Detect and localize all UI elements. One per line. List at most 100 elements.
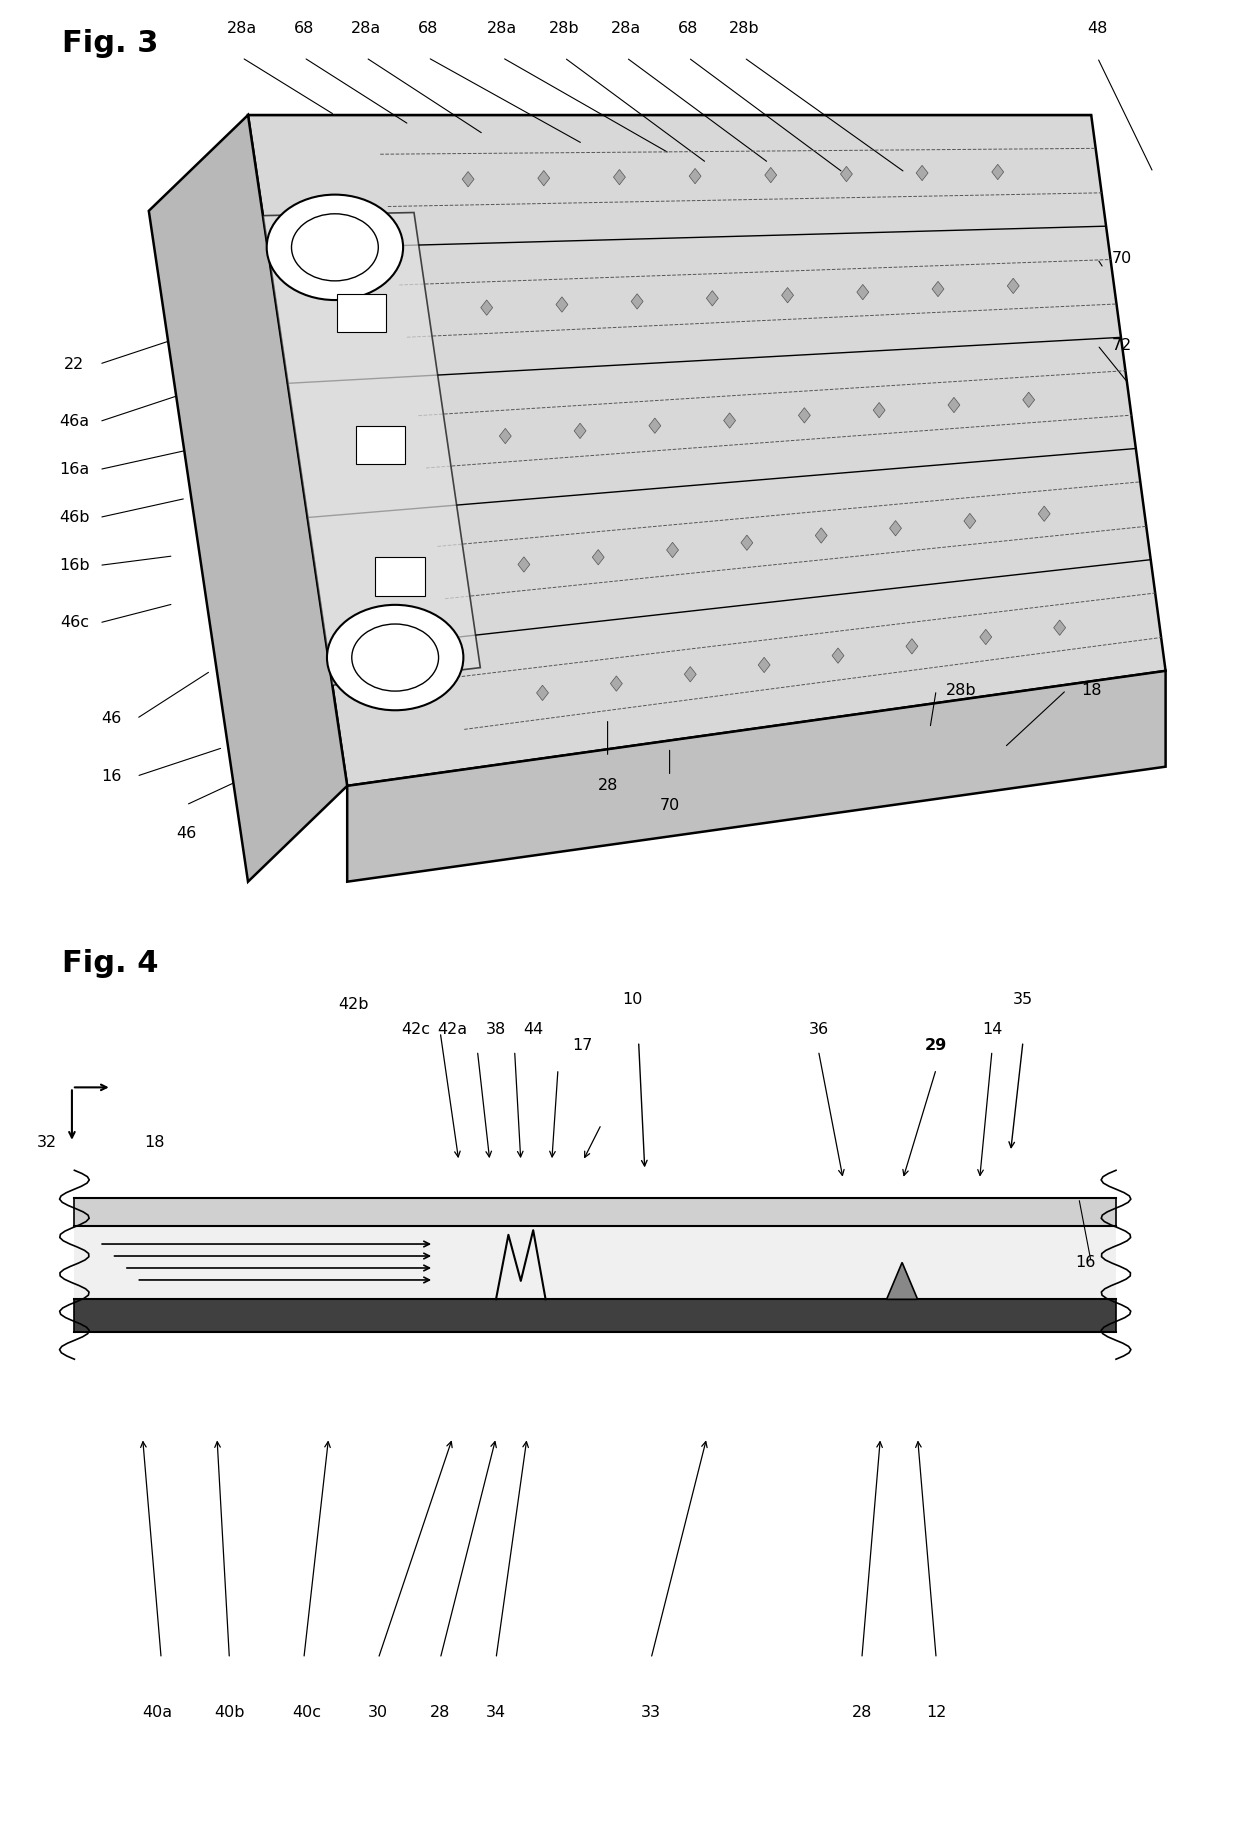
Circle shape — [327, 605, 464, 710]
Text: 18: 18 — [145, 1135, 165, 1150]
Polygon shape — [149, 114, 347, 881]
Text: 70: 70 — [1112, 251, 1132, 265]
Text: 46: 46 — [176, 826, 196, 840]
Polygon shape — [781, 288, 794, 302]
Polygon shape — [992, 164, 1003, 179]
Polygon shape — [263, 212, 480, 686]
Text: 44: 44 — [523, 1021, 543, 1038]
Polygon shape — [887, 1262, 918, 1299]
Text: 35: 35 — [1013, 992, 1033, 1008]
Polygon shape — [799, 407, 811, 424]
Polygon shape — [347, 671, 1166, 881]
Text: 40a: 40a — [143, 1705, 172, 1720]
Text: 68: 68 — [418, 22, 438, 37]
Bar — [74, 1226, 1116, 1299]
Polygon shape — [742, 534, 753, 551]
Text: 46a: 46a — [60, 415, 89, 429]
Text: 30: 30 — [368, 1705, 388, 1720]
Text: 46: 46 — [102, 711, 122, 726]
Text: 12: 12 — [926, 1705, 946, 1720]
Text: 16: 16 — [102, 769, 122, 783]
Text: 34: 34 — [486, 1705, 506, 1720]
Text: 40b: 40b — [215, 1705, 244, 1720]
Text: 68: 68 — [678, 22, 698, 37]
Text: 28: 28 — [852, 1705, 872, 1720]
Text: 28a: 28a — [487, 22, 517, 37]
Text: 42a: 42a — [438, 1021, 467, 1038]
Polygon shape — [610, 676, 622, 691]
Polygon shape — [916, 166, 928, 181]
Polygon shape — [1007, 278, 1019, 293]
Polygon shape — [1054, 619, 1065, 636]
Circle shape — [352, 625, 439, 691]
Text: Fig. 3: Fig. 3 — [62, 29, 159, 57]
Text: 38: 38 — [486, 1021, 506, 1038]
Circle shape — [291, 214, 378, 280]
Text: 36: 36 — [808, 1021, 828, 1038]
Bar — [376, 557, 425, 595]
Polygon shape — [1038, 507, 1050, 522]
Text: 28a: 28a — [611, 22, 641, 37]
Polygon shape — [667, 542, 678, 558]
Text: 28b: 28b — [729, 22, 759, 37]
Bar — [74, 1198, 1116, 1226]
Polygon shape — [538, 171, 549, 186]
Text: 16b: 16b — [60, 558, 89, 573]
Text: 42c: 42c — [401, 1021, 430, 1038]
Polygon shape — [857, 284, 869, 300]
Text: 22: 22 — [64, 358, 84, 372]
Polygon shape — [556, 297, 568, 311]
Text: 46b: 46b — [60, 511, 89, 525]
Polygon shape — [906, 640, 918, 654]
Polygon shape — [574, 424, 587, 439]
Polygon shape — [980, 628, 992, 645]
Text: 68: 68 — [294, 22, 314, 37]
Polygon shape — [614, 170, 625, 184]
Text: 40c: 40c — [291, 1705, 321, 1720]
Polygon shape — [724, 413, 735, 428]
Polygon shape — [631, 293, 644, 310]
Polygon shape — [593, 549, 604, 566]
Text: 28b: 28b — [549, 22, 579, 37]
Text: 28b: 28b — [946, 682, 976, 697]
Text: 28a: 28a — [227, 22, 257, 37]
Polygon shape — [518, 557, 529, 571]
Polygon shape — [684, 667, 696, 682]
Polygon shape — [841, 166, 852, 182]
Text: 16: 16 — [1075, 1255, 1095, 1270]
Polygon shape — [815, 527, 827, 544]
Text: 10: 10 — [622, 992, 642, 1008]
Polygon shape — [832, 649, 844, 663]
Bar — [336, 293, 386, 332]
Circle shape — [267, 195, 403, 300]
Text: 70: 70 — [660, 798, 680, 813]
Bar — [356, 426, 405, 464]
Text: 16a: 16a — [60, 463, 89, 477]
Polygon shape — [758, 658, 770, 673]
Text: 48: 48 — [1087, 22, 1107, 37]
Text: 42b: 42b — [339, 997, 368, 1012]
Polygon shape — [481, 300, 492, 315]
Text: 28a: 28a — [351, 22, 381, 37]
Polygon shape — [963, 514, 976, 529]
Text: 33: 33 — [641, 1705, 661, 1720]
Text: Fig. 4: Fig. 4 — [62, 949, 159, 979]
Polygon shape — [248, 114, 1166, 785]
Text: 46c: 46c — [60, 616, 89, 630]
Polygon shape — [932, 282, 944, 297]
Text: 32: 32 — [37, 1135, 57, 1150]
Text: 28: 28 — [598, 778, 618, 792]
Text: 29: 29 — [925, 1038, 947, 1054]
Text: 17: 17 — [573, 1038, 593, 1054]
Polygon shape — [873, 402, 885, 418]
Polygon shape — [537, 686, 548, 700]
Polygon shape — [689, 168, 701, 184]
Polygon shape — [765, 168, 776, 182]
Polygon shape — [500, 428, 511, 444]
Text: 14: 14 — [982, 1021, 1002, 1038]
Text: 72: 72 — [1112, 337, 1132, 352]
Polygon shape — [463, 171, 474, 186]
Polygon shape — [949, 398, 960, 413]
Polygon shape — [1023, 393, 1034, 407]
Polygon shape — [649, 418, 661, 433]
